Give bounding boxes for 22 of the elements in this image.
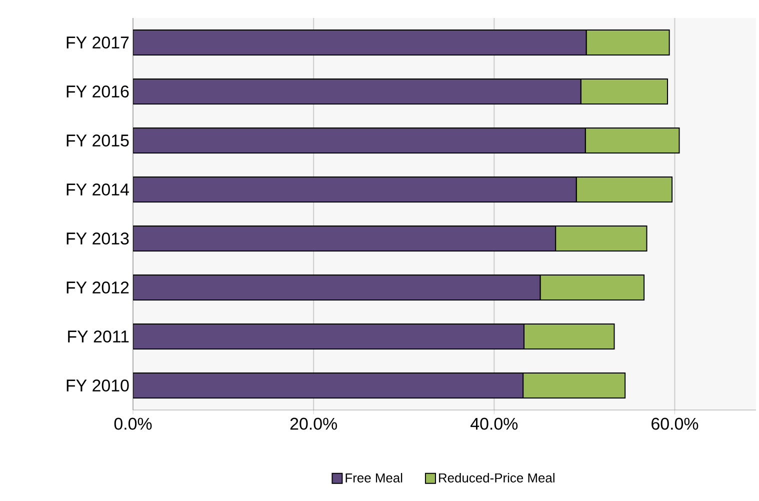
bar <box>133 274 541 301</box>
bar <box>133 372 524 399</box>
bar <box>133 128 586 154</box>
x-tick-label: 20.0% <box>290 418 337 430</box>
y-tick-label: FY 2012 <box>66 282 129 294</box>
y-tick-label: FY 2017 <box>66 36 129 49</box>
legend-label: Reduced-Price Meal <box>439 472 554 482</box>
bar <box>133 78 582 105</box>
y-tick-label: FY 2013 <box>66 232 129 245</box>
y-tick-label: FY 2014 <box>66 184 129 196</box>
y-tick-label: FY 2011 <box>68 330 129 343</box>
x-tick-label: 0.0% <box>114 418 152 430</box>
y-tick-label: FY 2015 <box>66 134 129 147</box>
y-tick-label: FY 2016 <box>66 86 129 98</box>
bar <box>133 324 524 350</box>
x-tick-label: 60.0% <box>652 418 698 430</box>
bar <box>133 226 556 252</box>
y-tick-label: FY 2010 <box>66 380 129 392</box>
legend-label: Free Meal <box>346 472 402 482</box>
bar <box>133 176 577 203</box>
x-tick-label: 40.0% <box>470 418 518 430</box>
bar <box>133 30 587 56</box>
